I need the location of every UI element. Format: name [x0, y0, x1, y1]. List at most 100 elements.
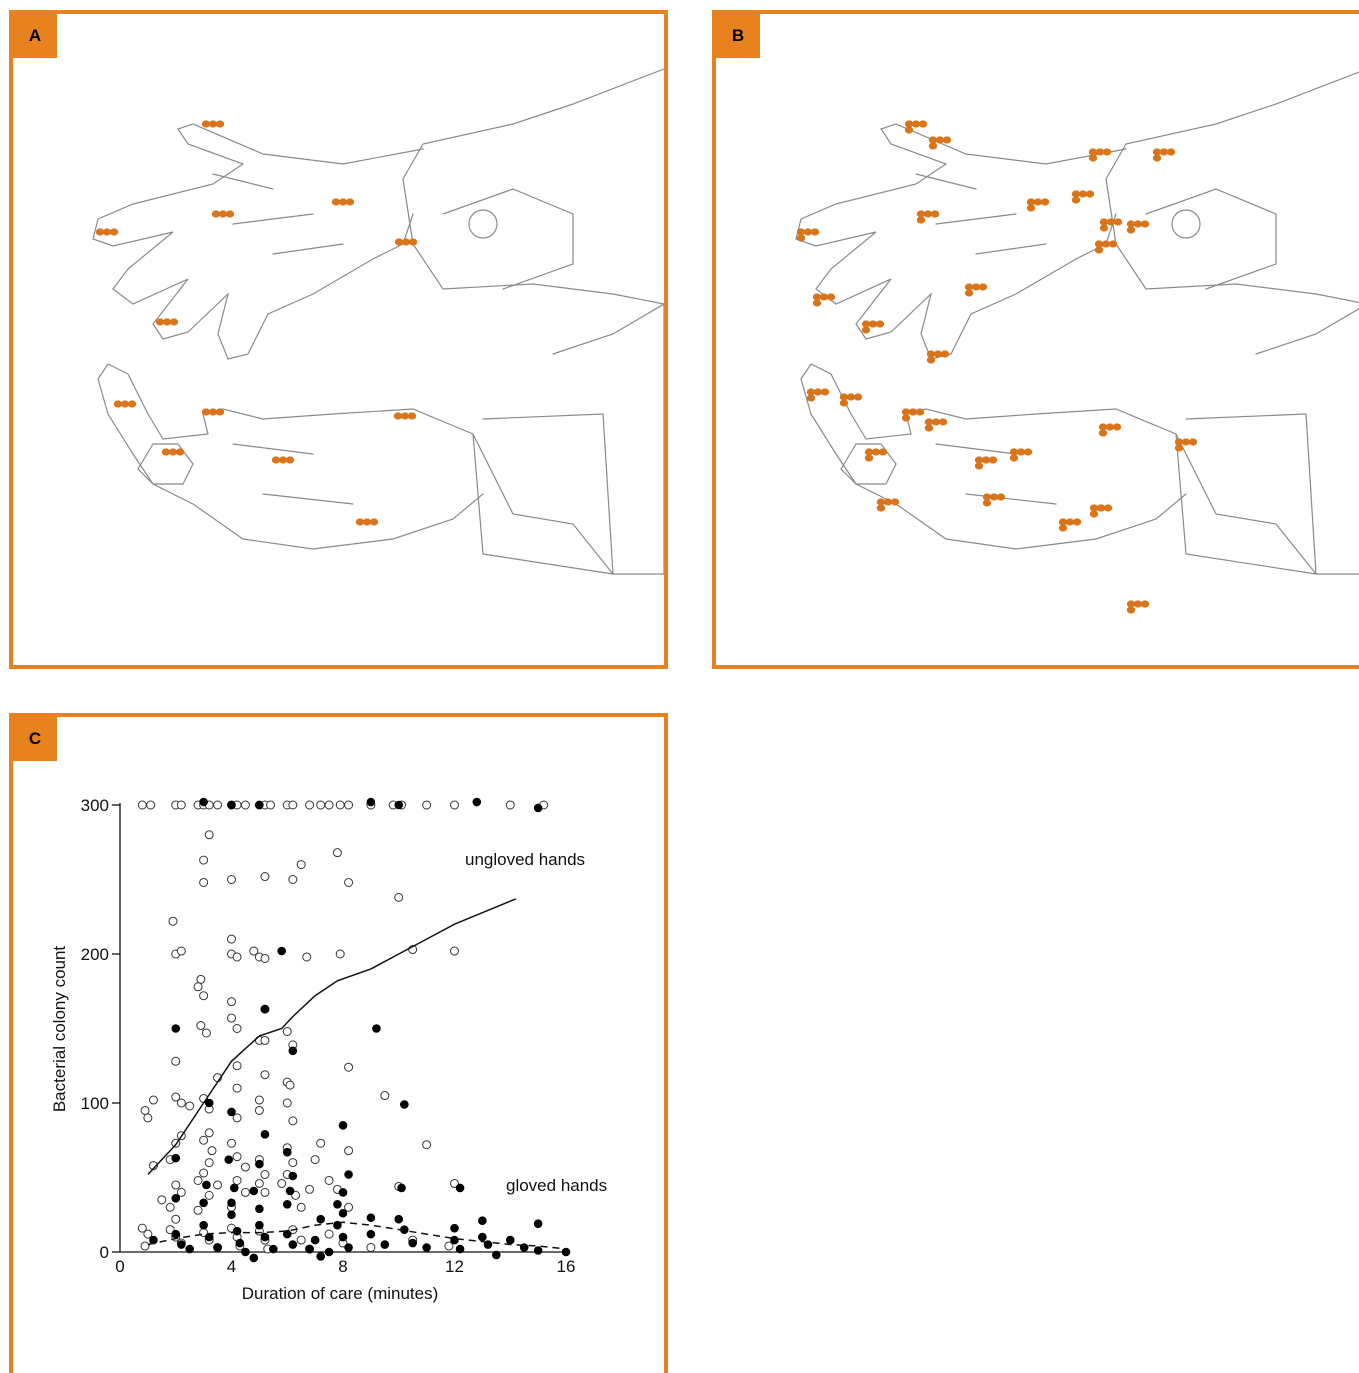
contamination-dot: [1088, 154, 1098, 162]
contamination-dot: [796, 234, 806, 242]
data-point-gloved: [333, 1200, 342, 1209]
contamination-dot: [1140, 220, 1150, 228]
panel-b-label: B: [716, 14, 760, 58]
contamination-dot: [940, 350, 950, 358]
contamination-dot: [1009, 454, 1019, 462]
data-point-ungloved: [196, 974, 206, 984]
contamination-dot: [1094, 246, 1104, 254]
y-tick-label: 200: [81, 945, 109, 964]
data-point-ungloved: [324, 1175, 334, 1185]
contamination-dot: [113, 400, 123, 408]
contamination-dot: [853, 393, 863, 401]
contamination-dot: [201, 120, 211, 128]
data-point-ungloved: [254, 1178, 264, 1188]
data-point-ungloved: [196, 1021, 206, 1031]
data-point-ungloved: [296, 1235, 306, 1245]
contamination-dot: [1088, 148, 1098, 156]
contamination-dot: [982, 499, 992, 507]
contamination-dot: [989, 493, 999, 501]
contamination-dot: [362, 518, 372, 526]
contamination-dot: [1112, 423, 1122, 431]
data-point-gloved: [344, 1243, 353, 1252]
data-point-ungloved: [176, 946, 186, 956]
x-tick-label: 16: [557, 1257, 576, 1276]
data-point-ungloved: [344, 1202, 354, 1212]
contamination-dot: [1126, 226, 1136, 234]
contamination-dot: [930, 210, 940, 218]
contamination-dot: [338, 198, 348, 206]
contamination-dot: [285, 456, 295, 464]
data-point-ungloved: [140, 1105, 150, 1115]
contamination-dot: [931, 418, 941, 426]
data-point-gloved: [177, 1240, 186, 1249]
contamination-dot: [408, 238, 418, 246]
data-point-gloved: [204, 1098, 214, 1108]
data-point-gloved: [533, 803, 543, 813]
contamination-marks-b: [796, 120, 1198, 614]
data-point-ungloved: [260, 953, 270, 963]
data-point-ungloved: [171, 1180, 181, 1190]
contamination-dot: [400, 412, 410, 420]
contamination-dot: [964, 283, 974, 291]
contamination-dot: [1133, 600, 1143, 608]
data-point-gloved: [394, 800, 404, 810]
contamination-dot: [1089, 510, 1099, 518]
contamination-dot: [1095, 148, 1105, 156]
contamination-dot: [393, 412, 403, 420]
contamination-dot: [175, 448, 185, 456]
data-point-ungloved: [213, 1180, 223, 1190]
contamination-dot: [1009, 448, 1019, 456]
scatter-chart: 0 100 200 300 0 4 8 12 16 ungloved hands gloved …: [50, 796, 607, 1303]
data-point-gloved: [171, 1024, 181, 1033]
data-point-ungloved: [316, 1138, 326, 1148]
data-point-ungloved: [324, 800, 334, 810]
data-point-ungloved: [193, 1175, 203, 1185]
series-gloved: [149, 797, 571, 1263]
contamination-dot: [1106, 218, 1116, 226]
contamination-dot: [861, 326, 871, 334]
series-ungloved: [137, 800, 549, 1254]
data-point-ungloved: [185, 1101, 195, 1111]
data-point-ungloved: [260, 872, 270, 882]
data-point-gloved: [492, 1250, 501, 1260]
data-point-ungloved: [232, 1113, 242, 1123]
contamination-dot: [1103, 504, 1113, 512]
contamination-dot: [904, 126, 914, 134]
contamination-dot: [1126, 220, 1136, 228]
trend-line-gloved: [147, 1221, 567, 1250]
data-point-ungloved: [227, 997, 236, 1007]
data-point-gloved: [400, 1100, 409, 1109]
x-tick-label: 4: [227, 1257, 236, 1276]
data-point-gloved: [324, 1247, 334, 1257]
data-point-gloved: [224, 1155, 234, 1164]
contamination-dot: [923, 210, 933, 218]
data-point-gloved: [316, 1214, 326, 1224]
contamination-dot: [1023, 448, 1033, 456]
data-point-ungloved: [168, 916, 178, 926]
data-point-ungloved: [176, 1098, 186, 1108]
contamination-dot: [878, 448, 888, 456]
hands-sketch-a: [92, 68, 664, 575]
contamination-dot: [401, 238, 411, 246]
data-point-ungloved: [288, 875, 298, 884]
contamination-dot: [345, 198, 355, 206]
contamination-dot: [996, 493, 1006, 501]
contamination-dot: [806, 388, 816, 396]
data-point-gloved: [472, 797, 482, 807]
data-point-ungloved: [148, 1095, 158, 1105]
contamination-dot: [1085, 190, 1095, 198]
contamination-dot: [215, 120, 225, 128]
data-point-gloved: [380, 1240, 390, 1249]
data-point-ungloved: [254, 1095, 264, 1105]
contamination-dot: [1102, 148, 1112, 156]
data-point-ungloved: [232, 952, 242, 962]
hands-sketch-icon: [92, 68, 664, 575]
data-point-gloved: [260, 1129, 270, 1139]
data-point-ungloved: [204, 830, 214, 840]
data-point-ungloved: [165, 1225, 175, 1235]
data-point-gloved: [450, 1223, 459, 1233]
data-point-gloved: [229, 1183, 239, 1193]
contamination-dot: [839, 399, 849, 407]
contamination-dot: [271, 456, 281, 464]
contamination-dot: [890, 498, 900, 506]
